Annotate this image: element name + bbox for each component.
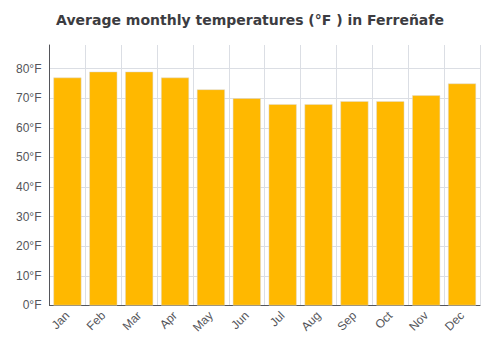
svg-text:Jul: Jul xyxy=(267,309,288,330)
svg-text:Aug: Aug xyxy=(299,309,324,334)
svg-text:40°F: 40°F xyxy=(16,180,41,194)
svg-text:70°F: 70°F xyxy=(16,91,41,105)
svg-text:Oct: Oct xyxy=(372,308,396,332)
svg-text:20°F: 20°F xyxy=(16,239,41,253)
svg-text:30°F: 30°F xyxy=(16,210,41,224)
svg-text:80°F: 80°F xyxy=(16,62,41,76)
svg-text:Jun: Jun xyxy=(228,309,252,333)
svg-text:Mar: Mar xyxy=(120,309,145,333)
svg-text:Feb: Feb xyxy=(84,308,109,333)
svg-text:Nov: Nov xyxy=(406,309,431,334)
svg-text:10°F: 10°F xyxy=(16,269,41,283)
svg-text:Sep: Sep xyxy=(334,308,359,333)
svg-text:60°F: 60°F xyxy=(16,121,41,135)
svg-text:May: May xyxy=(190,309,216,335)
svg-text:0°F: 0°F xyxy=(23,298,42,312)
svg-text:Dec: Dec xyxy=(442,309,467,334)
svg-text:Apr: Apr xyxy=(157,309,180,332)
svg-text:50°F: 50°F xyxy=(16,150,41,164)
svg-text:Jan: Jan xyxy=(49,309,73,333)
svg-text:Average monthly temperatures (: Average monthly temperatures (°F ) in Fe… xyxy=(56,12,444,28)
